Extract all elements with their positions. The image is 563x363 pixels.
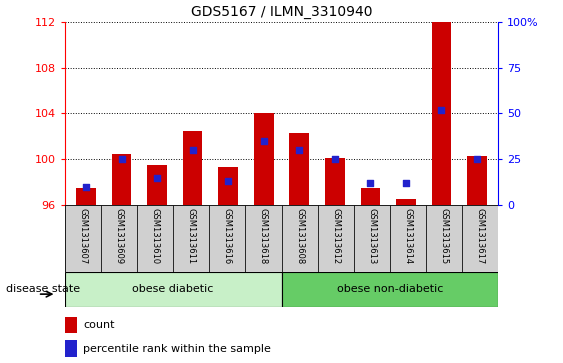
Point — [330, 156, 339, 162]
Text: GSM1313615: GSM1313615 — [440, 208, 449, 265]
Point — [437, 107, 446, 113]
FancyBboxPatch shape — [426, 205, 462, 272]
Bar — [289, 133, 309, 205]
FancyBboxPatch shape — [282, 205, 318, 272]
Text: obese diabetic: obese diabetic — [132, 285, 214, 294]
Bar — [183, 131, 203, 205]
Bar — [65, 340, 77, 357]
Point — [153, 175, 162, 180]
FancyBboxPatch shape — [65, 205, 101, 272]
Bar — [396, 199, 415, 205]
Text: GSM1313611: GSM1313611 — [187, 208, 196, 265]
Point — [366, 180, 375, 186]
FancyBboxPatch shape — [137, 205, 173, 272]
FancyBboxPatch shape — [173, 205, 209, 272]
Bar — [360, 188, 380, 205]
Point — [188, 147, 197, 153]
Text: GSM1313613: GSM1313613 — [367, 208, 376, 265]
Bar — [77, 188, 96, 205]
Text: GSM1313612: GSM1313612 — [331, 208, 340, 265]
Text: GSM1313617: GSM1313617 — [476, 208, 485, 265]
Text: GSM1313616: GSM1313616 — [223, 208, 232, 265]
Text: GSM1313614: GSM1313614 — [404, 208, 413, 265]
Point — [295, 147, 304, 153]
FancyBboxPatch shape — [101, 205, 137, 272]
Text: GSM1313610: GSM1313610 — [150, 208, 159, 265]
Title: GDS5167 / ILMN_3310940: GDS5167 / ILMN_3310940 — [191, 5, 372, 19]
Point — [117, 156, 126, 162]
Point — [401, 180, 410, 186]
Bar — [467, 156, 486, 205]
Bar — [65, 317, 77, 333]
Bar — [112, 154, 131, 205]
FancyBboxPatch shape — [209, 205, 245, 272]
FancyBboxPatch shape — [65, 272, 282, 307]
Point — [259, 138, 268, 144]
Text: GSM1313618: GSM1313618 — [259, 208, 268, 265]
Text: disease state: disease state — [6, 285, 80, 294]
Point — [224, 178, 233, 184]
Point — [82, 184, 91, 190]
Text: count: count — [83, 321, 114, 330]
Bar — [254, 114, 274, 205]
FancyBboxPatch shape — [354, 205, 390, 272]
FancyBboxPatch shape — [245, 205, 282, 272]
Point — [472, 156, 481, 162]
Text: GSM1313609: GSM1313609 — [114, 208, 123, 265]
FancyBboxPatch shape — [390, 205, 426, 272]
Bar — [218, 167, 238, 205]
FancyBboxPatch shape — [318, 205, 354, 272]
Bar — [325, 158, 345, 205]
Text: GSM1313607: GSM1313607 — [78, 208, 87, 265]
Bar — [432, 22, 451, 205]
Text: percentile rank within the sample: percentile rank within the sample — [83, 344, 271, 354]
FancyBboxPatch shape — [462, 205, 498, 272]
Text: obese non-diabetic: obese non-diabetic — [337, 285, 443, 294]
Text: GSM1313608: GSM1313608 — [295, 208, 304, 265]
Bar — [148, 165, 167, 205]
FancyBboxPatch shape — [282, 272, 498, 307]
